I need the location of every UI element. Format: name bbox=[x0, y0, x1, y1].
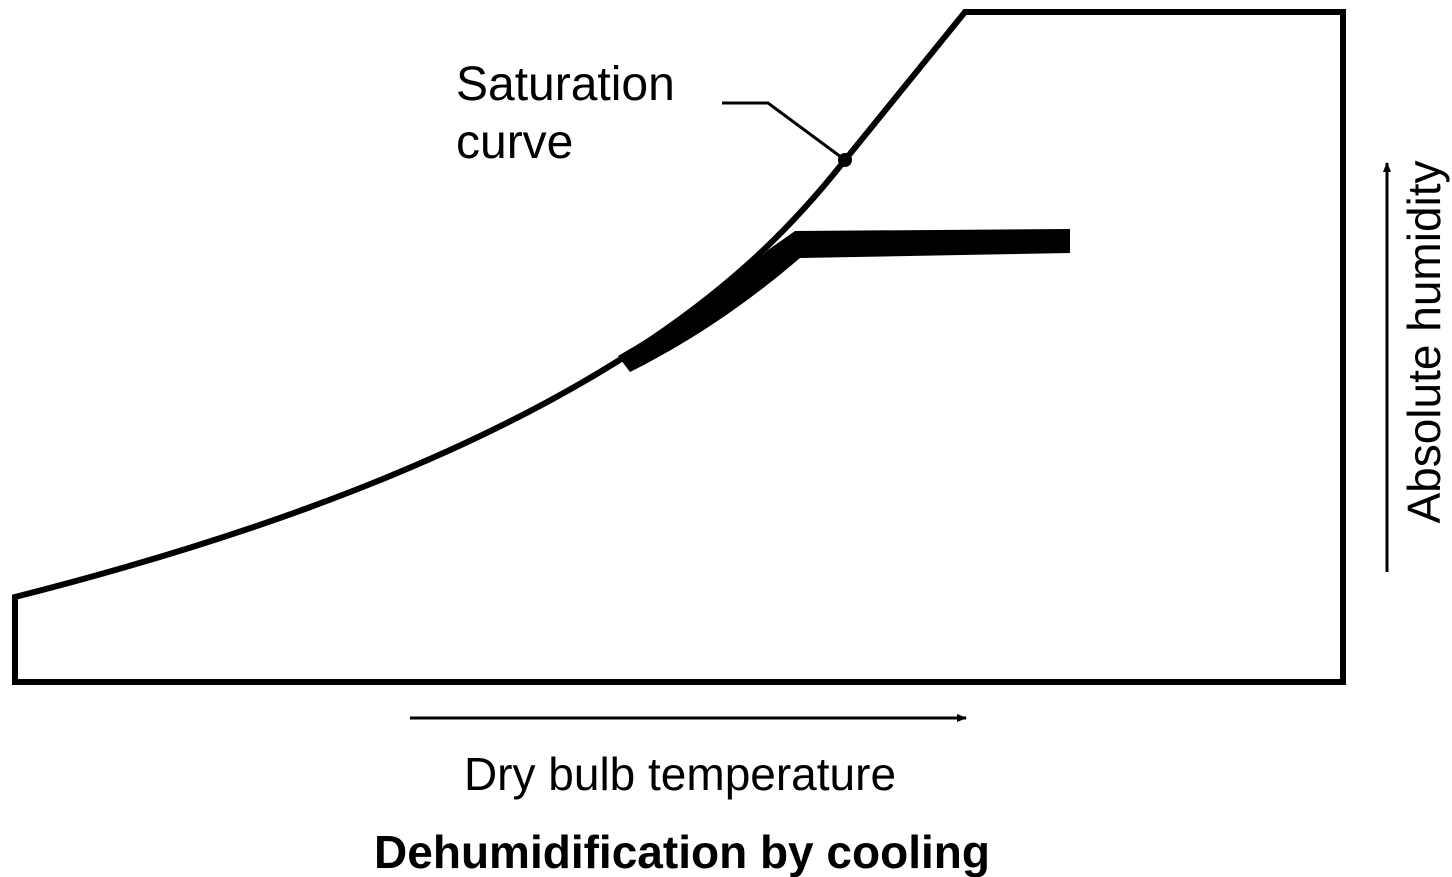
curve-label: Saturation bbox=[456, 58, 675, 111]
process-path bbox=[618, 229, 1070, 372]
chart-outline bbox=[12, 9, 1346, 685]
caption: Dehumidification by cooling bbox=[374, 826, 990, 877]
curve-label: curve bbox=[456, 116, 573, 169]
leader-dot bbox=[838, 153, 852, 167]
y-axis-label: Absolute humidity bbox=[1398, 160, 1450, 523]
x-axis-label: Dry bulb temperature bbox=[464, 748, 896, 800]
leader-line bbox=[722, 101, 846, 162]
